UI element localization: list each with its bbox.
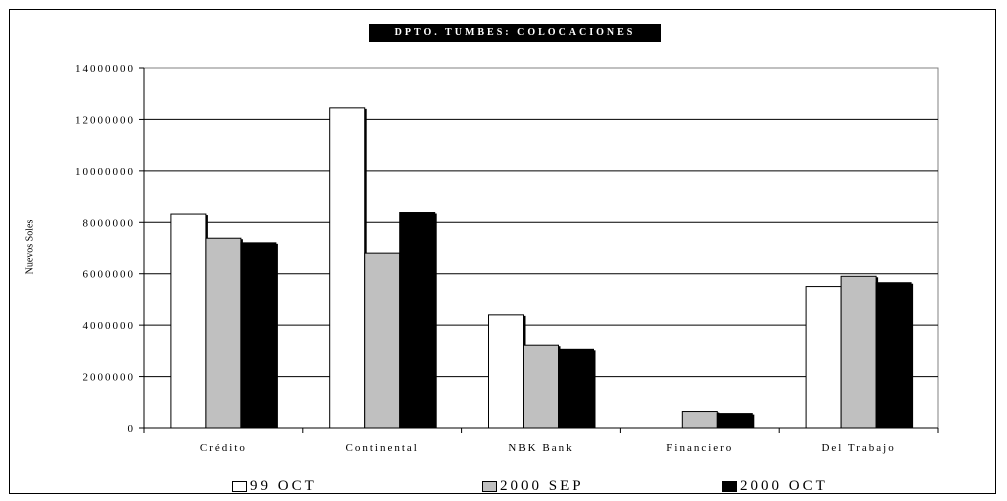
bar xyxy=(523,344,559,429)
bar xyxy=(488,314,524,429)
legend-item-2000-oct: 2000 OCT xyxy=(722,477,828,495)
legend-swatch-99-oct xyxy=(232,480,247,492)
bar xyxy=(399,212,436,429)
legend-item-2000-sep: 2000 SEP xyxy=(482,477,584,495)
legend-swatch-2000-oct xyxy=(722,480,737,492)
bar xyxy=(716,413,753,429)
bar xyxy=(558,348,594,429)
bar xyxy=(329,107,366,429)
bar xyxy=(364,252,401,429)
y-tick-label: 12000000 xyxy=(75,114,135,126)
bar xyxy=(205,237,242,429)
bar xyxy=(840,275,877,429)
legend-item-99-oct: 99 OCT xyxy=(232,477,317,495)
y-tick-label: 6000000 xyxy=(83,269,136,281)
bars xyxy=(170,107,914,429)
bar xyxy=(875,282,912,429)
legend-label-2000-sep: 2000 SEP xyxy=(500,478,584,494)
x-tick-label: Del Trabajo xyxy=(821,442,895,454)
bar xyxy=(681,411,718,429)
x-axis-ticks: Crédito Continental NBK Bank Financiero Del … xyxy=(143,428,939,454)
bar xyxy=(805,286,842,429)
x-tick-label: Continental xyxy=(346,442,419,454)
y-tick-label: 8000000 xyxy=(83,217,136,229)
y-tick-label: 10000000 xyxy=(75,166,135,178)
y-tick-label: 0 xyxy=(128,423,136,435)
legend-label-99-oct: 99 OCT xyxy=(250,478,317,494)
x-tick-label: Crédito xyxy=(200,442,247,454)
bar xyxy=(240,242,277,429)
chart-title: DPTO. TUMBES: COLOCACIONES xyxy=(369,24,661,42)
x-tick-label: Financiero xyxy=(666,442,733,454)
y-tick-label: 14000000 xyxy=(75,63,135,75)
bar xyxy=(170,213,207,429)
y-tick-label: 4000000 xyxy=(83,320,136,332)
legend-label-2000-oct: 2000 OCT xyxy=(740,478,828,494)
x-tick-label: NBK Bank xyxy=(508,442,573,454)
legend-swatch-2000-sep xyxy=(482,480,497,492)
y-tick-label: 2000000 xyxy=(83,372,136,384)
y-axis-ticks: 0 2000000 4000000 6000000 8000000 10000000 120… xyxy=(75,63,144,435)
